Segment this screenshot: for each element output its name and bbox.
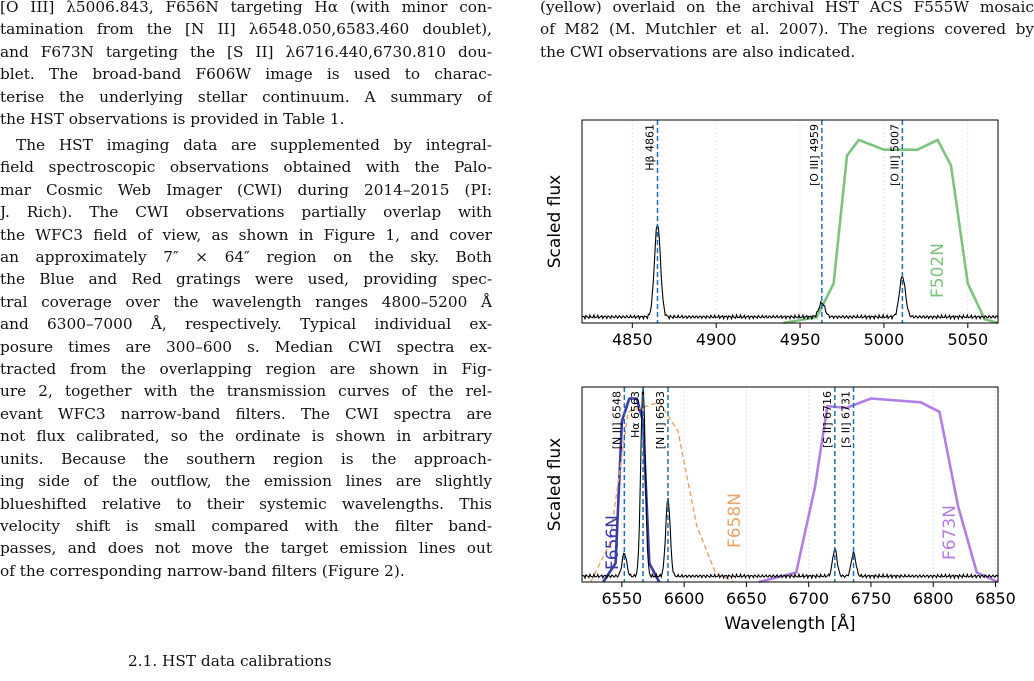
- x-tick-label: 4850: [612, 330, 653, 349]
- paragraph-2-line: ing side of the outflow, the emission li…: [0, 472, 492, 491]
- filter-label: F673N: [940, 505, 960, 560]
- filter-curve-F673N: [758, 397, 999, 584]
- paragraph-2-line: blueshifted relative to their systemic w…: [0, 494, 492, 513]
- paragraph-2-line: J. Rich). The CWI observations partially…: [0, 203, 492, 222]
- filter-label: F656N: [603, 515, 623, 570]
- spectrum-line: [581, 387, 999, 580]
- x-tick-label: 6550: [601, 589, 642, 608]
- paragraph-1-line: the HST observations is provided in Tabl…: [0, 110, 345, 129]
- emission-line-label: [N II] 6548: [610, 391, 623, 449]
- paragraph-2-line: of the corresponding narrow-band filters…: [0, 561, 405, 580]
- emission-line-label: [O III] 5007: [888, 124, 901, 186]
- figure-caption: (yellow) overlaid on the archival HST AC…: [540, 0, 1034, 63]
- emission-line-label: [O III] 4959: [808, 124, 821, 186]
- x-tick-label: 6600: [664, 589, 705, 608]
- x-tick-label: 5000: [864, 330, 905, 349]
- filter-label: F658N: [725, 493, 745, 548]
- x-tick-label: 6650: [726, 589, 767, 608]
- paragraph-1-line: blet. The broad-band F606W image is used…: [0, 65, 492, 84]
- x-tick-label: 6750: [851, 589, 892, 608]
- paragraph-2-line: the WFC3 field of view, as shown in Figu…: [0, 225, 492, 244]
- emission-line-label: Hβ 4861: [643, 124, 656, 171]
- plot-frame: [581, 386, 999, 583]
- caption-line: (yellow) overlaid on the archival HST AC…: [540, 0, 1034, 16]
- filter-curve-F502N: [783, 138, 999, 325]
- chart-top: Hβ 4861 [O III] 4959 [O III] 5007 F502N 4850…: [545, 119, 999, 349]
- x-tick-label: 6800: [913, 589, 954, 608]
- emission-line-label: [N II] 6583: [654, 391, 667, 449]
- x-axis-label: Wavelength [Å]: [724, 612, 855, 634]
- paragraph-2-line: and 6300–7000 Å, respectively. Typical i…: [0, 315, 492, 334]
- filter-label: F502N: [928, 243, 948, 298]
- paragraph-1-line: tamination from the [N II] λ6548.050,658…: [0, 20, 492, 39]
- y-axis-label: Scaled flux: [545, 175, 565, 268]
- caption-line: the CWI observations are also indicated.: [540, 42, 856, 61]
- paragraph-2-line: tracted from the overlapping region are …: [0, 360, 492, 379]
- paragraph-2-line: units. Because the southern region is th…: [0, 449, 492, 468]
- paragraph-2-line: passes, and does not move the target emi…: [0, 539, 492, 558]
- chart-bottom: [N II] 6548 Hα 6563 [N II] 6583 [S II] 6716…: [545, 386, 1016, 634]
- paragraph-2-line: mar Cosmic Web Imager (CWI) during 2014–…: [0, 180, 492, 199]
- x-tick-label: 6700: [788, 589, 829, 608]
- emission-line-label: [S II] 6731: [840, 391, 853, 448]
- filter-curve-F658N: [590, 401, 735, 583]
- paragraph-1: [O III] λ5006.843, F656N targeting Hα (w…: [0, 0, 492, 130]
- x-tick-label: 5050: [947, 330, 988, 349]
- spectrum-line: [581, 223, 999, 321]
- section-heading: 2.1. HST data calibrations: [128, 652, 332, 670]
- paragraph-2-line: evant WFC3 narrow-band filters. The CWI …: [0, 404, 492, 423]
- x-tick-label: 6850: [975, 589, 1016, 608]
- paragraph-2-line: not flux calibrated, so the ordinate is …: [0, 427, 492, 446]
- x-tick-label: 4900: [696, 330, 737, 349]
- paragraph-1-line: terise the underlying stellar continuum.…: [0, 87, 492, 106]
- paragraph-2-line: The HST imaging data are supplemented by…: [16, 136, 492, 154]
- paragraph-2: The HST imaging data are supplemented by…: [0, 134, 492, 582]
- paragraph-1-line: and F673N targeting the [S II] λ6716.440…: [0, 42, 492, 61]
- plot-frame: [581, 119, 999, 324]
- y-axis-label: Scaled flux: [545, 438, 565, 531]
- filter-curve-F656N: [602, 397, 661, 583]
- paragraph-2-line: the Blue and Red gratings were used, pro…: [0, 270, 492, 289]
- caption-line: of M82 (M. Mutchler et al. 2007). The re…: [540, 20, 1034, 39]
- paragraph-2-line: posure times are 300–600 s. Median CWI s…: [0, 337, 492, 356]
- paragraph-2-line: velocity shift is small compared with th…: [0, 516, 492, 535]
- emission-line-label: Hα 6563: [629, 391, 642, 438]
- emission-line-label: [S II] 6716: [821, 391, 834, 448]
- paragraph-2-line: tral coverage over the wavelength ranges…: [0, 292, 492, 311]
- paragraph-2-line: ure 2, together with the transmission cu…: [0, 382, 492, 401]
- paragraph-2-line: field spectroscopic observations obtaine…: [0, 158, 492, 177]
- x-tick-label: 4950: [780, 330, 821, 349]
- paragraph-2-line: an approximately 7″ × 64″ region on the …: [0, 248, 492, 267]
- paragraph-1-line: [O III] λ5006.843, F656N targeting Hα (w…: [0, 0, 492, 16]
